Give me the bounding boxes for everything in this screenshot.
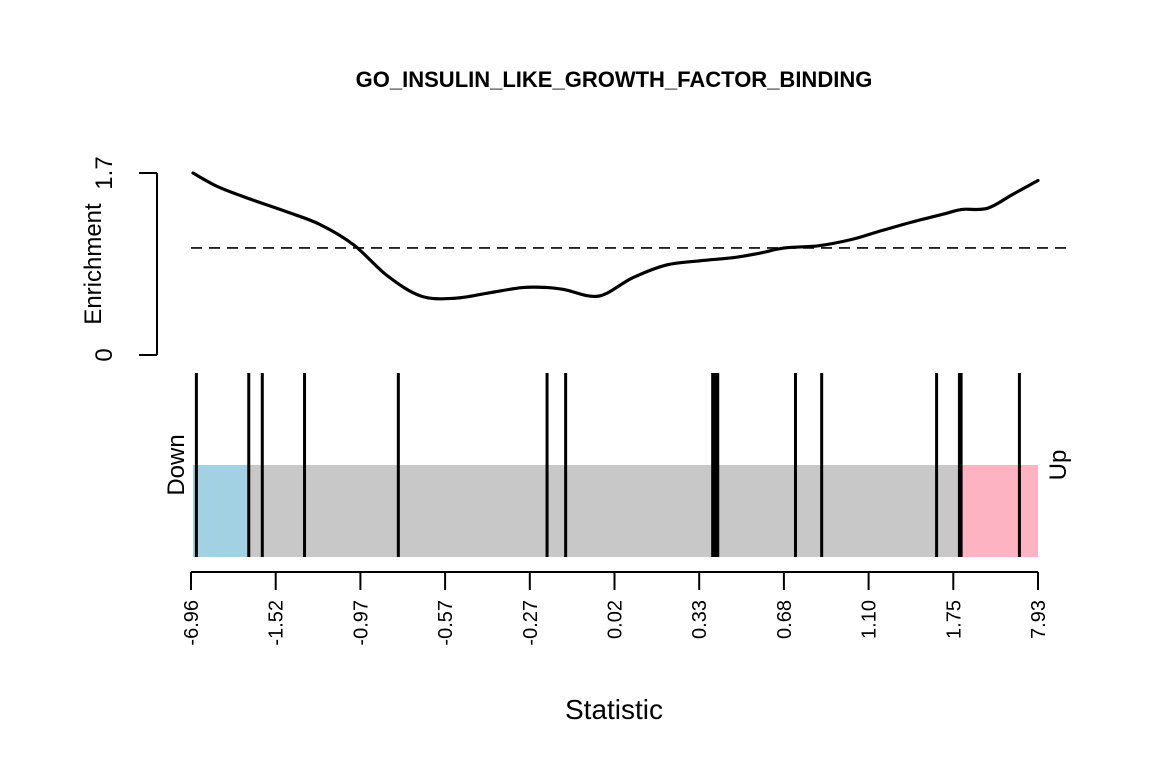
- barcode-up-band: [957, 465, 1038, 557]
- statistic-x-axis: -6.96 -1.52 -0.97 -0.57 -0.27 0.02 0.33 0.68 1.1…: [181, 571, 1050, 646]
- y-axis-label: Enrichment: [80, 203, 107, 325]
- x-tick-label-0: -6.96: [181, 600, 203, 646]
- x-tick-label-3: -0.57: [435, 600, 457, 646]
- x-tick-label-2: -0.97: [350, 600, 372, 646]
- up-label: Up: [1045, 450, 1072, 481]
- barcode-down-band: [193, 465, 248, 557]
- y-tick-min: 0: [91, 348, 118, 361]
- x-axis-label: Statistic: [565, 694, 663, 725]
- y-tick-max: 1.7: [91, 156, 118, 189]
- x-tick-label-1: -1.52: [266, 600, 288, 646]
- down-label: Down: [163, 434, 190, 495]
- barcode-middle-band: [193, 465, 1038, 557]
- x-tick-label-10: 7.93: [1028, 600, 1050, 639]
- x-tick-label-5: 0.02: [605, 600, 627, 639]
- x-tick-label-6: 0.33: [689, 600, 711, 639]
- plot-title: GO_INSULIN_LIKE_GROWTH_FACTOR_BINDING: [356, 67, 873, 92]
- enrichment-y-axis: 1.7 0 Enrichment: [80, 156, 158, 362]
- barcode-bands: [193, 465, 1038, 557]
- x-tick-label-8: 1.10: [859, 600, 881, 639]
- barcode-gene-lines: [194, 373, 1021, 557]
- x-tick-label-4: -0.27: [520, 600, 542, 646]
- x-tick-label-7: 0.68: [774, 600, 796, 639]
- x-tick-label-9: 1.75: [943, 600, 965, 639]
- enrichment-curve: [191, 171, 1040, 301]
